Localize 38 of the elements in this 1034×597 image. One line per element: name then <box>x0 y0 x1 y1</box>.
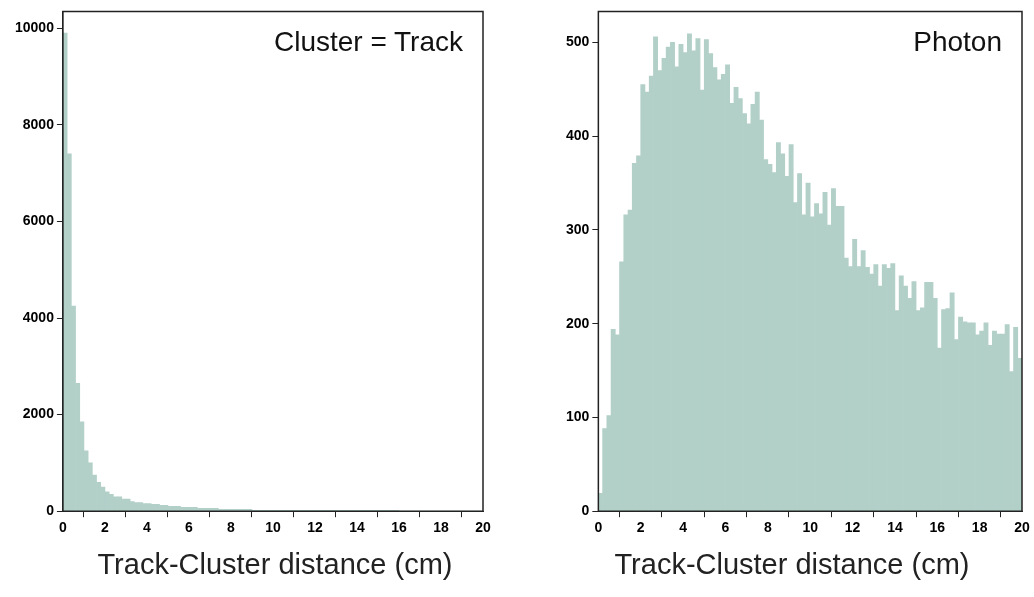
x-axis-title: Track-Cluster distance (cm) <box>613 548 971 581</box>
x-tick-label: 14 <box>349 519 365 536</box>
x-tick-label: 2 <box>101 519 110 536</box>
y-tick-label: 300 <box>566 220 590 237</box>
x-tick-label: 12 <box>307 519 323 536</box>
y-tick-label: 0 <box>581 502 590 519</box>
x-tick-label: 20 <box>1014 519 1030 536</box>
y-tick-label: 200 <box>566 314 590 331</box>
x-tick-label: 16 <box>391 519 407 536</box>
y-tick-label: 4000 <box>22 308 55 325</box>
y-tick-label: 500 <box>566 33 590 50</box>
x-tick-label: 6 <box>185 519 194 536</box>
y-tick-label: 6000 <box>22 212 55 229</box>
x-tick-label: 4 <box>679 519 688 536</box>
y-tick-label: 2000 <box>22 405 55 422</box>
x-tick-label: 16 <box>929 519 946 536</box>
x-tick-label: 18 <box>433 519 449 536</box>
y-tick-label: 10000 <box>14 19 55 36</box>
y-tick-label: 100 <box>566 408 590 425</box>
x-tick-label: 8 <box>227 519 236 536</box>
y-tick-label: 400 <box>566 126 590 143</box>
x-tick-label: 10 <box>802 519 819 536</box>
x-tick-label: 0 <box>594 519 603 536</box>
y-tick-label: 8000 <box>22 115 55 132</box>
text: Photon <box>913 26 1002 58</box>
x-tick-label: 20 <box>475 519 491 536</box>
text: Cluster = Track <box>273 26 464 58</box>
x-tick-label: 8 <box>763 519 772 536</box>
x-tick-label: 10 <box>265 519 281 536</box>
y-tick-label: 0 <box>46 502 55 519</box>
x-tick-label: 14 <box>887 519 903 536</box>
x-tick-label: 4 <box>143 519 152 536</box>
x-tick-label: 2 <box>636 519 645 536</box>
x-tick-label: 12 <box>844 519 861 536</box>
x-axis-title: Track-Cluster distance (cm) <box>96 548 454 581</box>
x-tick-label: 0 <box>59 519 68 536</box>
x-tick-label: 18 <box>971 519 988 536</box>
x-tick-label: 6 <box>721 519 730 536</box>
